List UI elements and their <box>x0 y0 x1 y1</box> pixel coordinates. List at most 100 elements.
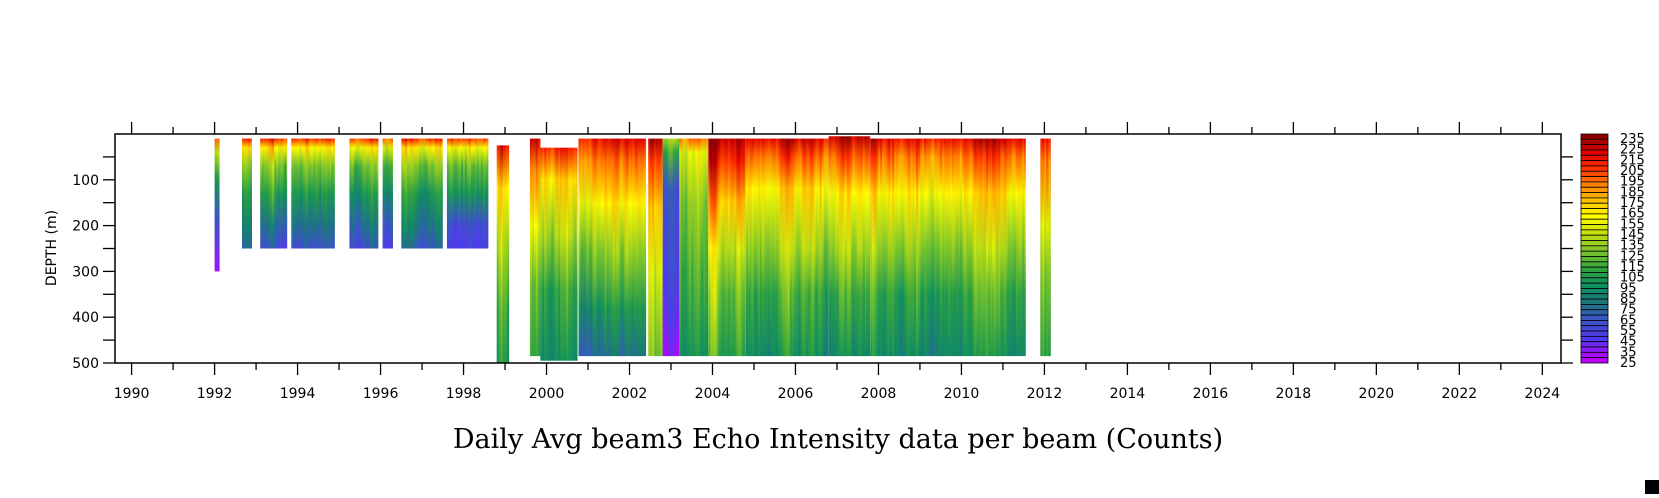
heatmap-column <box>272 138 275 249</box>
heatmap-column <box>260 138 263 249</box>
heatmap-column <box>317 138 320 249</box>
heatmap-column <box>291 138 294 249</box>
heatmap-column <box>860 136 864 357</box>
heatmap-column <box>295 138 298 249</box>
colorbar-label: 145 <box>1620 228 1645 243</box>
heatmap-column <box>1022 138 1025 357</box>
heatmap-column <box>775 138 779 357</box>
heatmap-column <box>797 138 801 357</box>
heatmap-column <box>435 138 438 249</box>
heatmap-column <box>602 138 605 357</box>
heatmap-column <box>552 147 555 361</box>
heatmap-column <box>730 138 733 357</box>
heatmap-column <box>632 138 635 357</box>
x-tick-label: 2014 <box>1110 386 1146 402</box>
heatmap-column <box>544 147 547 361</box>
colorbar-swatch <box>1580 181 1609 188</box>
heatmap-column <box>703 138 706 357</box>
heatmap-column <box>634 138 637 357</box>
heatmap-column <box>600 138 603 357</box>
heatmap-column <box>321 138 324 249</box>
heatmap-column <box>819 138 823 357</box>
heatmap-column <box>574 147 577 361</box>
x-tick-label: 2012 <box>1027 386 1063 402</box>
heatmap-column <box>439 138 442 249</box>
heatmap-column <box>1012 138 1015 357</box>
heatmap-column <box>785 138 789 357</box>
x-tick-label: 2022 <box>1442 386 1478 402</box>
heatmap-column <box>353 138 356 249</box>
heatmap-column <box>834 136 838 357</box>
heatmap-column <box>926 138 929 357</box>
heatmap-column <box>896 138 899 357</box>
heatmap-column <box>586 138 589 357</box>
data-segment <box>401 138 443 249</box>
heatmap-column <box>1016 138 1019 357</box>
heatmap-column <box>564 147 567 361</box>
heatmap-column <box>966 138 969 357</box>
colorbar-label: 85 <box>1620 292 1637 307</box>
heatmap-column <box>928 138 931 357</box>
heatmap-column <box>821 138 825 357</box>
heatmap-column <box>740 138 743 357</box>
heatmap-column <box>311 138 314 249</box>
data-segment <box>540 147 578 361</box>
heatmap-column <box>610 138 613 357</box>
colorbar-swatch <box>1580 192 1609 199</box>
heatmap-column <box>1024 138 1026 357</box>
heatmap-column <box>872 138 875 357</box>
colorbar-swatch <box>1580 298 1609 305</box>
heatmap-column <box>996 138 999 357</box>
heatmap-column <box>876 138 879 357</box>
heatmap-column <box>710 138 713 357</box>
heatmap-column <box>460 138 464 249</box>
x-tick-label: 2024 <box>1525 386 1561 402</box>
data-segment <box>578 138 647 357</box>
heatmap-column <box>264 138 267 249</box>
heatmap-column <box>616 138 619 357</box>
heatmap-column <box>282 138 285 249</box>
colorbar-label: 195 <box>1620 175 1645 190</box>
heatmap-column <box>437 138 440 249</box>
heatmap-column <box>246 138 249 249</box>
heatmap-column <box>828 136 832 357</box>
heatmap-column <box>612 138 615 357</box>
heatmap-column <box>972 138 975 357</box>
heatmap-column <box>371 138 374 249</box>
colorbar-swatch <box>1580 133 1609 140</box>
heatmap-column <box>765 138 769 357</box>
data-segment <box>214 138 220 272</box>
data-segment <box>708 138 746 357</box>
heatmap-column <box>556 147 559 361</box>
heatmap-column <box>726 138 729 357</box>
heatmap-column <box>214 138 217 272</box>
corner-marker <box>1645 480 1659 494</box>
heatmap-column <box>699 138 702 357</box>
heatmap-column <box>650 138 653 357</box>
heatmap-column <box>496 145 500 363</box>
heatmap-column <box>940 138 943 357</box>
heatmap-column <box>572 147 575 361</box>
heatmap-column <box>365 138 368 249</box>
heatmap-column <box>242 138 245 249</box>
heatmap-column <box>910 138 913 357</box>
heatmap-column <box>309 138 312 249</box>
heatmap-column <box>654 138 657 357</box>
data-segment <box>870 138 1026 357</box>
colorbar-label: 135 <box>1620 239 1645 254</box>
heatmap-column <box>738 138 741 357</box>
heatmap-column <box>628 138 631 357</box>
colorbar-swatch <box>1580 144 1609 151</box>
heatmap-column <box>636 138 639 357</box>
heatmap-column <box>299 138 302 249</box>
heatmap-column <box>916 138 919 357</box>
heatmap-column <box>576 147 578 361</box>
heatmap-column <box>390 138 393 249</box>
heatmap-column <box>584 138 587 357</box>
heatmap-column <box>676 138 680 357</box>
colorbar-swatch <box>1580 154 1609 162</box>
heatmap-column <box>914 138 917 357</box>
heatmap-column <box>652 138 655 357</box>
heatmap-column <box>832 136 836 357</box>
colorbar: 2352252152051951851751651551451351251151… <box>1580 132 1645 371</box>
